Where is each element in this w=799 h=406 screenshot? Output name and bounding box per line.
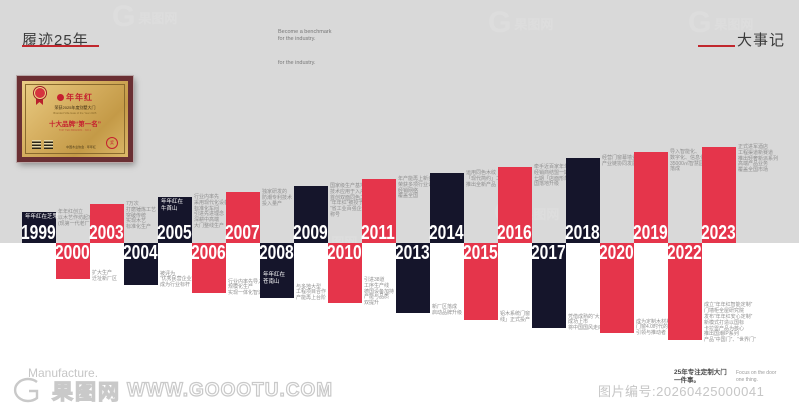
timeline-bar-2015 — [464, 243, 498, 320]
timeline-bar-2007 — [226, 192, 260, 243]
timeline-bar-2009 — [294, 186, 328, 243]
award-plaque: 年年红 荣获2025年度别墅大门 Branded Villa Gate of t… — [25, 84, 125, 154]
timeline-bar-2019 — [634, 152, 668, 243]
milestone-note-2013: 新厂区落成 启动品牌升级 — [432, 304, 463, 317]
ribbon-rosette-icon — [34, 85, 46, 107]
milestone-note-2003: 7万次 打磨锤炼工艺 突破传统 实现木艺 标准化生产 — [126, 201, 157, 231]
year-label-2014: 2014 — [429, 222, 464, 244]
year-label-2006: 2006 — [191, 242, 226, 264]
timeline-bar-2023 — [702, 147, 736, 243]
timeline-bar-2017 — [532, 243, 566, 328]
milestone-note-2020: 成为定制木材系统 门窗4.0时代的 引领与推动者 — [636, 318, 677, 337]
timeline-bar-2011 — [362, 179, 396, 243]
milestone-note-2018: 经营门窗幕墙业务 产业链协同发展 — [602, 155, 643, 167]
year-label-2011: 2011 — [361, 222, 395, 244]
timeline-bar-2000 — [56, 243, 90, 279]
timeline-bar-2005 — [158, 197, 192, 243]
year-label-2015: 2015 — [463, 242, 498, 264]
year-label-2022: 2022 — [667, 242, 702, 264]
qr-code-icon — [44, 140, 53, 149]
timeline-bar-2020 — [600, 243, 634, 333]
milestone-note-2023: 正式进军酒店 工程渠道新赛道 推出轻奢新派系列 高端产品业务 覆盖全国市场 — [738, 144, 779, 174]
title-left-underline — [22, 45, 99, 47]
watermark-site-url: WWW.GOOOTU.COM — [126, 379, 334, 401]
milestone-note-2006: 行业内率先导入 规模化生产 实现一体化智造 — [228, 278, 264, 297]
award-brand-name: 年年红 — [66, 93, 93, 102]
year-label-2004: 2004 — [123, 242, 158, 264]
milestone-note-2005: 行业内率先 采用现代化设备 标准化车间 引进先进理念 深耕中高端 大门整线生产 — [194, 194, 230, 229]
award-certificate: 年年红 荣获2025年度别墅大门 Branded Villa Gate of t… — [17, 76, 133, 162]
milestone-note-2014: 运用同色木纹 「现代简约」工艺 推出全新产品 — [466, 170, 507, 188]
year-label-2000: 2000 — [55, 242, 90, 264]
milestone-note-2011: 年产能再上新台阶 荣获多项行业认证 经销网络 覆盖全国 — [398, 176, 439, 200]
award-subtitle: 荣获2025年度别墅大门 — [54, 105, 96, 110]
year-label-2016: 2016 — [497, 222, 532, 244]
gootu-logo-icon — [13, 377, 39, 403]
watermark-site-name: 果图网 — [51, 380, 121, 404]
year-label-2020: 2020 — [599, 242, 634, 264]
timeline-bar-2010 — [328, 243, 362, 303]
timeline-bar-2014 — [430, 173, 464, 243]
milestone-note-2004: 被评为 “优秀民营企业” 成为行业标杆 — [160, 270, 194, 289]
award-honor-sub: TOP TEN BRANDS · NO.1 — [58, 128, 92, 132]
milestone-note-2008: 与多地大型 工程项目合作 产能再上台阶 — [296, 283, 327, 302]
image-id-watermark: 图片编号:20260425000041 — [598, 384, 765, 399]
tagline-line1: Become a benchmark — [278, 29, 332, 35]
year-label-2018: 2018 — [565, 222, 600, 244]
slogan-en: Focus on the door one thing. — [736, 370, 777, 383]
year-label-2017: 2017 — [531, 242, 566, 264]
bar-inner-label: 年年红在芝罘 — [25, 214, 59, 220]
award-logos-line: 中国木业协会 · 年年红 — [66, 145, 96, 149]
award-bottom-row: 中国木业协会 · 年年红 奖 — [32, 137, 118, 149]
year-label-1999: 1999 — [21, 222, 56, 244]
milestone-note-1999: 年年红创立 以木艺作坊起家 (现第一代老厂房) — [58, 209, 97, 227]
timeline-bar-2004 — [124, 243, 158, 285]
tagline-line2: for the industry. — [278, 35, 316, 42]
timeline-bar-2003 — [90, 204, 124, 243]
year-label-2005: 2005 — [157, 222, 192, 244]
milestone-note-2022: 成立“年年红智能定制” 门墙柜全屋研究院 发布“年年红安心定制” 新模式打造以国… — [704, 302, 756, 344]
site-watermark: 果图网 WWW.GOOOTU.COM — [8, 376, 333, 406]
timeline-bar-1999 — [22, 212, 56, 243]
timeline-bar-2016 — [498, 167, 532, 243]
milestone-note-2017: 凭借成熟的“大师案” 成功上市 将中国国风走向世界 — [568, 313, 614, 332]
milestone-note-2015: 铝木系统门窗「生产 线」正式投产 — [500, 311, 546, 324]
qr-code-icon — [32, 140, 41, 149]
tagline-block: Become a benchmark for the industry. — [278, 29, 332, 42]
award-honor: 十大品牌“第一名” — [49, 121, 101, 128]
red-seal-icon: 奖 — [106, 137, 118, 149]
milestone-note-2019: 导入智能化、 数字化、信息化 35000㎡智慧园区 落成 — [670, 149, 709, 173]
award-subtitle-en: Branded Villa Gate of the Year 2025 — [53, 111, 97, 115]
year-label-2023: 2023 — [701, 222, 736, 244]
milestone-note-2007: 独家研发的 防潮专利技术 投入量产 — [262, 189, 293, 207]
tagline-repeat: for the industry. — [278, 60, 316, 66]
timeline-bar-2018 — [566, 158, 600, 243]
brand-logo-icon — [57, 94, 64, 101]
bar-inner-label: 年年红在 苍南山 — [263, 272, 286, 285]
title-right-underline — [698, 45, 735, 47]
bar-inner-label: 年年红在 牛首山 — [161, 199, 184, 212]
timeline-bar-2022 — [668, 243, 702, 340]
page-title-left: 履迹25年 — [22, 32, 89, 49]
year-label-2013: 2013 — [395, 242, 430, 264]
milestone-note-2009: 国家级生产基地 技术应用于入户门 首创双面同色工艺 “年年红”被授予 “省工业百… — [330, 183, 371, 218]
year-label-2009: 2009 — [293, 222, 328, 244]
page-title-right: 大事记 — [737, 32, 786, 49]
timeline-bar-2013 — [396, 243, 430, 313]
year-label-2003: 2003 — [89, 222, 124, 244]
milestone-note-2000: 扩大生产 迁址新厂区 — [92, 270, 118, 283]
year-label-2008: 2008 — [259, 242, 294, 264]
award-brand-row: 年年红 — [57, 92, 93, 103]
milestone-note-2010: 引进38道 工序生产线 德国设备加持 产能与品质 双提升 — [364, 277, 395, 307]
milestone-note-2016: 牵手近百家年年红 经销商结盟一期 七期「店面形象」全 国落地升级 — [534, 164, 580, 188]
manufacture-label: Manufacture. — [28, 366, 99, 380]
timeline-bar-2008 — [260, 243, 294, 298]
year-label-2007: 2007 — [225, 222, 260, 244]
year-label-2010: 2010 — [327, 242, 362, 264]
slogan-cn: 25年专注定制大门 一件事。 — [674, 369, 727, 384]
year-label-2019: 2019 — [633, 222, 668, 244]
timeline-bar-2006 — [192, 243, 226, 293]
